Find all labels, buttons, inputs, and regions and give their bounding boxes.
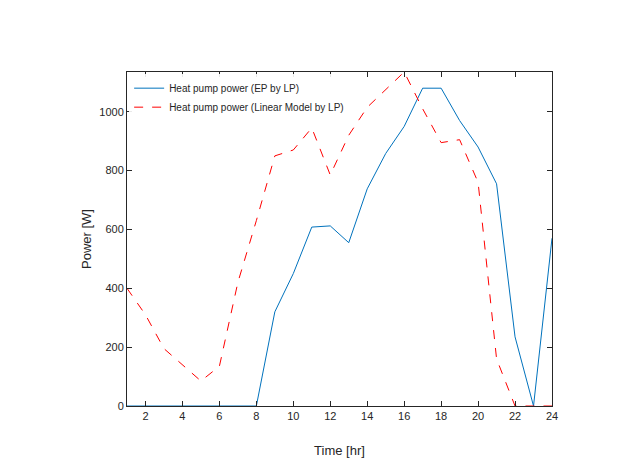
- svg-text:1000: 1000: [99, 106, 123, 118]
- svg-text:20: 20: [472, 410, 484, 422]
- svg-text:8: 8: [253, 410, 259, 422]
- svg-text:0: 0: [118, 400, 124, 412]
- svg-text:600: 600: [105, 223, 123, 235]
- svg-text:24: 24: [546, 410, 558, 422]
- svg-text:4: 4: [179, 410, 185, 422]
- svg-text:200: 200: [105, 341, 123, 353]
- svg-text:6: 6: [216, 410, 222, 422]
- svg-text:Heat pump power (EP by LP): Heat pump power (EP by LP): [169, 83, 299, 94]
- svg-text:Time [hr]: Time [hr]: [314, 443, 365, 458]
- svg-text:800: 800: [105, 164, 123, 176]
- svg-text:Power [W]: Power [W]: [79, 209, 94, 269]
- svg-text:14: 14: [361, 410, 373, 422]
- svg-text:22: 22: [509, 410, 521, 422]
- svg-text:2: 2: [142, 410, 148, 422]
- svg-text:10: 10: [287, 410, 299, 422]
- svg-text:Heat pump power (Linear Model: Heat pump power (Linear Model by LP): [169, 102, 344, 113]
- svg-text:16: 16: [398, 410, 410, 422]
- svg-text:400: 400: [105, 282, 123, 294]
- svg-text:18: 18: [435, 410, 447, 422]
- svg-text:12: 12: [324, 410, 336, 422]
